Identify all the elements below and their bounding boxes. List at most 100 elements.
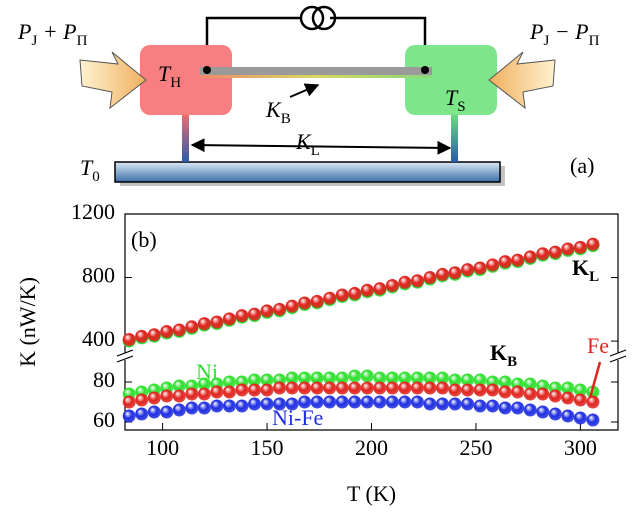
point (586, 414, 599, 427)
point (461, 384, 474, 397)
point (185, 320, 198, 333)
label-subscript: 0 (92, 169, 100, 185)
point (198, 402, 211, 415)
point (223, 400, 236, 413)
point (524, 404, 537, 417)
point (311, 382, 324, 395)
point (461, 263, 474, 276)
point (311, 295, 324, 308)
point (323, 292, 336, 305)
diagram: (a) (80, 7, 594, 186)
math-label: PJ + PΠ (17, 19, 88, 49)
point (223, 386, 236, 399)
point (549, 246, 562, 259)
point (423, 398, 436, 411)
point (574, 394, 587, 407)
point (223, 312, 236, 325)
series (123, 238, 600, 346)
point (173, 404, 186, 417)
label-text: − P (549, 19, 588, 44)
point (348, 370, 361, 383)
point (135, 408, 148, 421)
point (486, 384, 499, 397)
y-tick-label: 1200 (71, 199, 115, 224)
heat-arrow (80, 52, 146, 108)
point (486, 400, 499, 413)
point (511, 402, 524, 415)
pointer (290, 85, 318, 97)
point (185, 402, 198, 415)
point (336, 382, 349, 395)
x-axis-label: T (K) (347, 481, 396, 506)
point (423, 382, 436, 395)
point (549, 390, 562, 403)
point (524, 388, 537, 401)
x-tick-label: 250 (459, 435, 492, 460)
point (436, 382, 449, 395)
point (286, 382, 299, 395)
point (386, 382, 399, 395)
point (474, 262, 487, 275)
point (261, 384, 274, 397)
label-subscript: S (457, 99, 465, 115)
point (198, 388, 211, 401)
point (273, 303, 286, 316)
point (536, 247, 549, 260)
label-subscript: H (170, 75, 181, 91)
point (235, 384, 248, 397)
point (173, 323, 186, 336)
point (348, 287, 361, 300)
point (511, 254, 524, 267)
point (160, 406, 173, 419)
point (499, 386, 512, 399)
point (248, 384, 261, 397)
point (549, 408, 562, 421)
point (173, 390, 186, 403)
leg (182, 113, 189, 162)
point (123, 333, 136, 346)
point (135, 330, 148, 343)
heat-arrow (489, 52, 555, 108)
x-tick-label: 100 (146, 435, 179, 460)
point (148, 328, 161, 341)
series-label: Ni (196, 359, 218, 384)
point (210, 386, 223, 399)
point (536, 406, 549, 419)
math-label: KL (295, 129, 320, 159)
point (373, 282, 386, 295)
point (524, 250, 537, 263)
point (411, 382, 424, 395)
point (336, 289, 349, 302)
figure: (a) PJ + PΠPJ − PΠTHTSKBKLT04008001200(b… (0, 0, 635, 518)
point (398, 396, 411, 409)
contact (203, 66, 211, 74)
point (210, 400, 223, 413)
axis-break (117, 350, 626, 362)
point (499, 402, 512, 415)
y-tick-label: 60 (93, 407, 115, 432)
point (411, 274, 424, 287)
label-text: K (572, 255, 589, 280)
label-subscript: Π (589, 33, 600, 49)
label-subscript: B (507, 354, 517, 370)
label-text: P (529, 19, 543, 44)
y-axis-label: K (nW/K) (15, 277, 40, 367)
point (323, 396, 336, 409)
point (123, 410, 136, 423)
math-label: KB (490, 340, 517, 370)
point (336, 396, 349, 409)
point (449, 398, 462, 411)
point (386, 396, 399, 409)
point (574, 241, 587, 254)
point (436, 398, 449, 411)
point (235, 309, 248, 322)
label-subscript: Π (77, 33, 88, 49)
point (411, 396, 424, 409)
panel-label: (b) (131, 227, 157, 252)
point (361, 370, 374, 383)
x-tick-label: 150 (251, 435, 284, 460)
math-label: PJ − PΠ (529, 19, 600, 49)
point (298, 296, 311, 309)
point (248, 308, 261, 321)
point (148, 392, 161, 405)
